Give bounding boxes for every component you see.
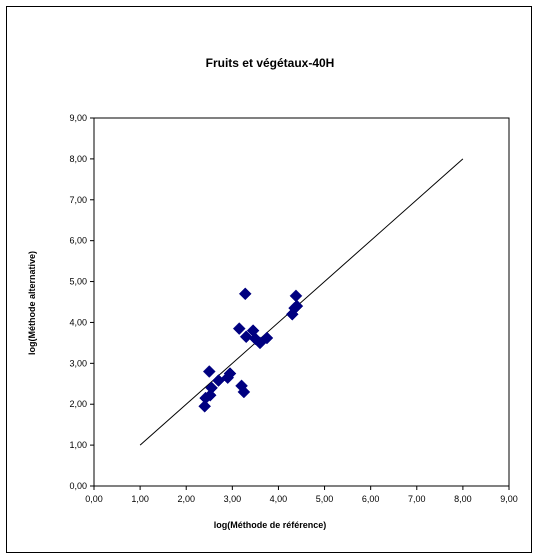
data-point	[238, 287, 252, 301]
data-point	[205, 381, 218, 395]
x-tick-label: 4,00	[270, 494, 288, 504]
x-tick-label: 7,00	[408, 494, 426, 504]
chart-frame: Fruits et végétaux-40H 0,00 1,00 2,00 3,00 4…	[6, 6, 532, 553]
x-tick-label: 3,00	[224, 494, 242, 504]
y-tick-label: 5,00	[69, 277, 87, 287]
y-tick-label: 8,00	[69, 154, 87, 164]
y-tick-label: 3,00	[69, 358, 87, 368]
y-tick-label: 4,00	[69, 317, 87, 327]
y-tick-label: 6,00	[69, 236, 87, 246]
y-tick-label: 7,00	[69, 195, 87, 205]
x-axis-label: log(Méthode de référence)	[214, 520, 327, 530]
data-point	[232, 322, 246, 335]
y-tick-label: 9,00	[69, 113, 87, 123]
data-point	[237, 385, 251, 399]
x-tick-label: 2,00	[177, 494, 195, 504]
data-point	[198, 399, 212, 413]
data-point	[290, 299, 304, 313]
x-tick-label: 6,00	[362, 494, 380, 504]
y-axis-label: log(Méthode alternative)	[27, 251, 37, 355]
plot-border	[93, 117, 510, 487]
x-tick-label: 9,00	[500, 494, 518, 504]
reference-line	[139, 158, 464, 446]
chart-title: Fruits et végétaux-40H	[206, 56, 335, 70]
data-point	[260, 331, 274, 345]
plot-area: 0,00 1,00 2,00 3,00 4,00 5,00 6,00 7,00 8,00 9,00…	[69, 113, 517, 504]
x-tick-label: 5,00	[316, 494, 334, 504]
x-tick-label: 1,00	[131, 494, 149, 504]
x-tick-label: 0,00	[85, 494, 103, 504]
y-tick-label: 0,00	[69, 481, 87, 491]
data-point	[239, 330, 253, 344]
y-tick-label: 1,00	[69, 440, 87, 450]
data-point	[202, 365, 216, 378]
scatter-chart: Fruits et végétaux-40H 0,00 1,00 2,00 3,00 4…	[27, 56, 518, 530]
data-point	[223, 367, 237, 380]
y-tick-label: 2,00	[69, 399, 87, 409]
data-point	[289, 289, 303, 303]
x-tick-label: 8,00	[454, 494, 472, 504]
